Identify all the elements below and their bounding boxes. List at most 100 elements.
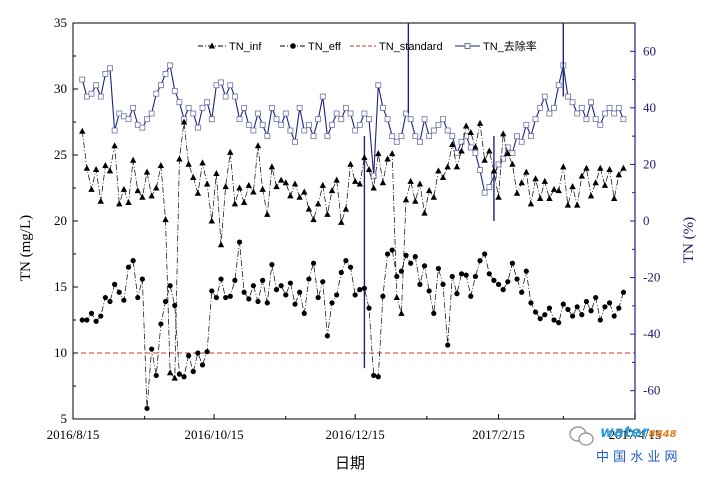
tn-eff-point: [273, 287, 280, 293]
tn-inf-point: [462, 122, 470, 129]
tn-eff-point: [218, 276, 224, 282]
tn-inf-point: [499, 130, 507, 137]
tn-inf-point: [449, 140, 456, 147]
tn-eff-point: [357, 287, 363, 293]
tn-inf-point: [620, 164, 627, 171]
y2-tick-label: -60: [643, 383, 660, 398]
tn-eff-point: [144, 405, 150, 412]
tn-inf-point: [361, 154, 368, 161]
tn-eff-point: [408, 260, 414, 266]
tn-eff-point: [371, 372, 377, 379]
tn-inf-point: [615, 171, 623, 178]
tn-eff-point: [551, 317, 557, 323]
tn-eff-point: [292, 301, 298, 307]
removal-rate-point: [343, 104, 349, 111]
removal-rate-point: [597, 121, 604, 128]
removal-rate-point: [171, 87, 178, 94]
removal-rate-point: [366, 116, 372, 123]
tn-eff-point: [93, 318, 99, 324]
left-y-axis: 5 10 15 20 25 30 35: [54, 15, 78, 426]
removal-rate-point: [125, 116, 132, 123]
tn-eff-point: [421, 263, 428, 269]
removal-rate-point: [245, 121, 252, 128]
tn-inf-point: [573, 201, 581, 208]
tn-inf-point: [592, 179, 599, 186]
tn-inf-point: [176, 155, 183, 162]
tn-eff-point: [398, 268, 405, 274]
tn-eff-point: [440, 281, 446, 287]
tn-inf-point: [486, 147, 493, 154]
tn-inf-point: [277, 176, 285, 183]
removal-rate-point: [333, 110, 340, 117]
legend-item: TN_standard: [350, 41, 443, 53]
tn-inf-point: [504, 150, 511, 157]
legend-label: TN_inf: [229, 41, 262, 53]
removal-rate-point: [162, 71, 169, 77]
y2-tick-label: 40: [643, 100, 656, 115]
tn-eff-point: [602, 304, 608, 310]
tn-eff-point: [482, 251, 488, 257]
tn-eff-point: [454, 291, 460, 297]
tn-inf-point: [495, 193, 502, 200]
tn-eff-point: [542, 312, 548, 318]
tn-inf-point: [291, 180, 299, 187]
tn-eff-point: [514, 276, 520, 282]
tn-inf-point: [319, 181, 326, 188]
tn-inf-point: [587, 192, 595, 199]
removal-rate-point: [88, 90, 95, 97]
tn-inf-point: [370, 184, 377, 191]
tn-eff-point: [260, 277, 266, 283]
tn-eff-point: [528, 300, 534, 306]
wechat-icon: [569, 426, 594, 446]
tn-inf-point: [453, 163, 461, 170]
tn-inf-point: [569, 183, 576, 190]
tn-eff-point: [199, 362, 206, 368]
removal-rate-point: [361, 110, 368, 117]
tn-eff-point: [135, 294, 141, 301]
y-tick-label: 20: [54, 213, 67, 228]
tn-inf-point: [509, 160, 516, 167]
removal-rate-point: [324, 133, 331, 140]
tn-eff-point: [616, 305, 622, 311]
tn-eff-point: [435, 265, 442, 272]
removal-rate-point: [236, 116, 243, 123]
tn-inf-point: [601, 181, 609, 188]
tn-eff-point: [278, 283, 284, 289]
tn-eff-point: [509, 260, 516, 266]
x-tick-label: 2017/4/15: [609, 427, 662, 442]
removal-rate-point: [157, 82, 164, 89]
removal-rate-point: [102, 71, 109, 77]
tn-eff-point: [190, 368, 196, 375]
tn-eff-point: [431, 310, 437, 316]
removal-rate-point: [389, 133, 396, 140]
removal-rate-point: [107, 65, 113, 72]
tn-eff-point: [255, 298, 261, 305]
tn-eff-point: [588, 308, 594, 314]
tn-eff-point: [246, 296, 252, 302]
tn-inf-point: [171, 374, 178, 381]
tn-inf-point: [199, 159, 206, 166]
legend-marker: [290, 43, 296, 49]
tn-eff-point: [343, 258, 349, 264]
tn-inf-point: [143, 168, 151, 175]
removal-rate-point: [79, 76, 86, 83]
tn-inf-point: [314, 200, 322, 207]
tn-inf-point: [305, 205, 313, 212]
x-tick-label: 2016/8/15: [47, 427, 100, 442]
tn-inf-point: [546, 195, 553, 202]
tn-eff-series-layer: [79, 239, 627, 412]
tn-eff-point: [176, 371, 182, 377]
removal-rate-point: [620, 116, 627, 123]
tn-inf-point: [606, 166, 613, 173]
tn-inf-point: [365, 166, 373, 173]
tn-inf-point: [125, 199, 132, 206]
tn-eff-point: [620, 289, 627, 295]
tn-eff-point: [153, 372, 159, 379]
tn-eff-point: [204, 349, 210, 355]
tn-inf-point: [153, 184, 160, 191]
tn-inf-point: [536, 195, 544, 202]
removal-rate-point: [148, 110, 155, 117]
removal-rate-point: [551, 104, 557, 111]
removal-rate-point: [306, 121, 312, 128]
removal-rate-point: [546, 110, 553, 117]
